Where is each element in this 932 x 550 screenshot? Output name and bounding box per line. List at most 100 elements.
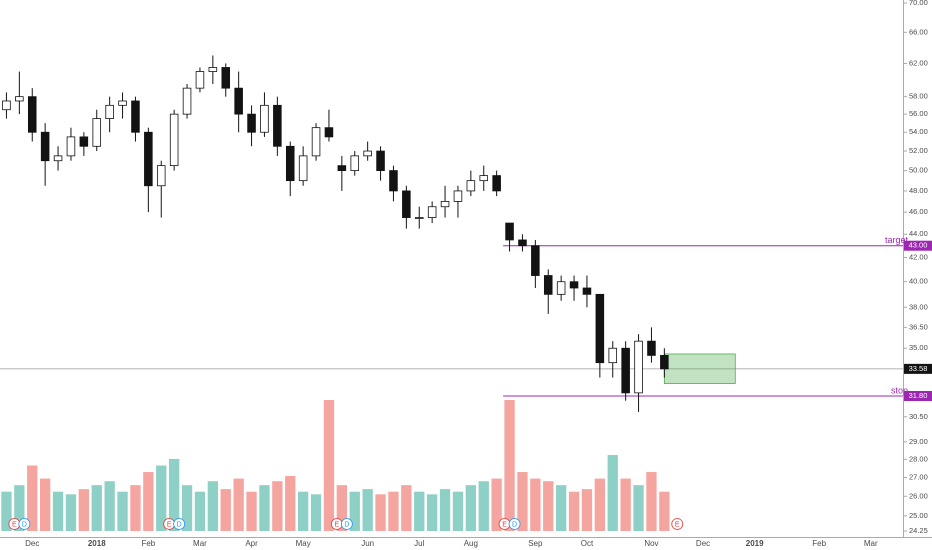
- event-label: E: [12, 521, 17, 528]
- candle-body: [118, 100, 127, 106]
- volume-bar: [104, 481, 115, 531]
- target-zone: [663, 353, 736, 385]
- volume-bar: [375, 494, 386, 531]
- y-tick-label: 42.00: [909, 252, 928, 261]
- candle-body: [569, 281, 579, 289]
- candle-body: [260, 104, 269, 133]
- candle-body: [27, 96, 37, 133]
- candle-body: [273, 104, 282, 147]
- candle-body: [660, 355, 669, 370]
- x-tick-label: Sep: [528, 539, 543, 548]
- y-tick-label: 48.00: [909, 186, 928, 195]
- candle-body: [531, 245, 540, 276]
- level-label: 31.80: [909, 391, 928, 400]
- candle-body: [518, 239, 527, 247]
- y-tick-label: 25.00: [909, 511, 928, 520]
- candle-body: [543, 275, 553, 295]
- volume-bar: [336, 485, 348, 531]
- x-tick-label: May: [296, 539, 311, 548]
- candle-body: [92, 118, 102, 147]
- event-label: E: [675, 521, 680, 528]
- candle-body: [311, 127, 321, 157]
- y-tick-label: 28.00: [909, 454, 928, 463]
- y-tick-label: 46.00: [909, 207, 928, 216]
- candle-body: [324, 127, 334, 138]
- volume-bar: [607, 455, 618, 531]
- volume-bar: [130, 485, 141, 531]
- level-label: 43.00: [909, 241, 928, 250]
- volume-bar: [14, 485, 25, 531]
- candle-body: [285, 145, 295, 182]
- volume-bar: [555, 485, 567, 531]
- y-tick-label: 52.00: [909, 146, 928, 155]
- candle-body: [144, 131, 153, 187]
- candle-body: [479, 175, 489, 182]
- candle-body: [466, 180, 476, 192]
- y-tick-label: 58.00: [909, 92, 928, 101]
- volume-bar: [117, 491, 128, 531]
- volume-bar: [659, 491, 670, 531]
- volume-bar: [285, 475, 296, 531]
- candle-body: [505, 222, 514, 241]
- y-tick-label: 35.00: [909, 343, 928, 352]
- x-tick-label: Jun: [361, 539, 374, 548]
- candle-body: [182, 87, 192, 115]
- volume-bar: [1, 491, 12, 531]
- level-name: target: [885, 235, 909, 245]
- volume-bar: [349, 491, 360, 531]
- candle-body: [389, 170, 398, 192]
- volume-bar: [194, 491, 206, 531]
- volume-bar: [39, 478, 51, 531]
- candle-body: [53, 155, 63, 162]
- x-tick-label: Dec: [696, 539, 710, 548]
- event-marker: [671, 518, 684, 530]
- volume-bar: [517, 472, 528, 531]
- volume-bar: [297, 491, 309, 531]
- candle-body: [221, 67, 231, 89]
- volume-bar: [491, 478, 502, 531]
- event-label: E: [335, 521, 340, 528]
- event-label: E: [502, 521, 507, 528]
- candle-body: [2, 100, 11, 111]
- volume-bar: [246, 491, 257, 531]
- volume-bar: [478, 481, 489, 531]
- level-name: stop: [891, 385, 908, 395]
- volume-bar: [439, 489, 451, 531]
- candle-body: [208, 67, 218, 72]
- event-label: D: [177, 521, 182, 528]
- candle-body: [402, 190, 411, 218]
- candle-body: [195, 71, 205, 89]
- x-tick-label: Feb: [812, 539, 826, 548]
- volume-bar: [168, 458, 180, 531]
- x-tick-label: Apr: [245, 539, 258, 548]
- last-price-badge: [904, 363, 932, 374]
- candle-body: [453, 190, 463, 202]
- candle-body: [79, 136, 89, 147]
- volume-bar: [568, 491, 580, 531]
- y-tick-label: 26.00: [909, 491, 928, 500]
- volume-bar: [272, 481, 283, 531]
- volume-bar: [530, 478, 541, 531]
- volume-bar: [78, 489, 90, 531]
- candle-body: [234, 87, 243, 115]
- y-tick-label: 24.25: [909, 526, 928, 535]
- y-tick-label: 40.00: [909, 277, 928, 286]
- x-tick-label: Jul: [414, 539, 424, 548]
- volume-bar: [52, 491, 64, 531]
- volume-bar: [156, 465, 167, 531]
- candle-body: [634, 340, 643, 394]
- event-marker: [18, 518, 31, 530]
- volume-bar: [259, 485, 270, 531]
- y-tick-label: 29.00: [909, 437, 928, 446]
- y-tick-label: 38.00: [909, 302, 928, 311]
- x-tick-label: Dec: [25, 539, 39, 548]
- y-tick-label: 50.00: [909, 166, 928, 175]
- volume-bar: [220, 489, 231, 531]
- x-tick-label: Mar: [864, 539, 878, 548]
- candle-body: [156, 165, 166, 187]
- candle-body: [298, 155, 308, 182]
- x-tick-label: Nov: [644, 539, 658, 548]
- candle-body: [608, 347, 618, 364]
